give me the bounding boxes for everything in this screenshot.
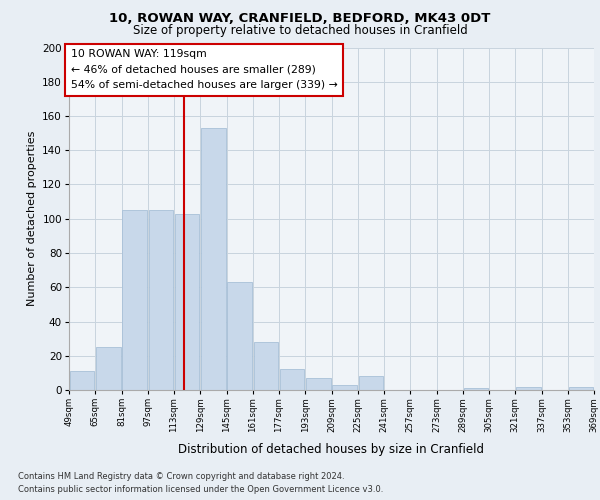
Text: Size of property relative to detached houses in Cranfield: Size of property relative to detached ho…	[133, 24, 467, 37]
Bar	[70, 371, 94, 390]
Bar	[516, 386, 541, 390]
Bar	[254, 342, 278, 390]
Bar	[227, 282, 252, 390]
Bar	[175, 214, 199, 390]
Bar	[306, 378, 331, 390]
Bar	[569, 386, 593, 390]
Bar	[359, 376, 383, 390]
Text: 10, ROWAN WAY, CRANFIELD, BEDFORD, MK43 0DT: 10, ROWAN WAY, CRANFIELD, BEDFORD, MK43 …	[109, 12, 491, 26]
Bar	[332, 385, 357, 390]
Y-axis label: Number of detached properties: Number of detached properties	[27, 131, 37, 306]
Bar	[201, 128, 226, 390]
Text: Contains HM Land Registry data © Crown copyright and database right 2024.: Contains HM Land Registry data © Crown c…	[18, 472, 344, 481]
Bar	[96, 347, 121, 390]
Bar	[149, 210, 173, 390]
Bar	[280, 370, 304, 390]
Text: 10 ROWAN WAY: 119sqm
← 46% of detached houses are smaller (289)
54% of semi-deta: 10 ROWAN WAY: 119sqm ← 46% of detached h…	[71, 49, 337, 90]
Bar	[122, 210, 147, 390]
Bar	[464, 388, 488, 390]
X-axis label: Distribution of detached houses by size in Cranfield: Distribution of detached houses by size …	[179, 443, 485, 456]
Text: Contains public sector information licensed under the Open Government Licence v3: Contains public sector information licen…	[18, 485, 383, 494]
